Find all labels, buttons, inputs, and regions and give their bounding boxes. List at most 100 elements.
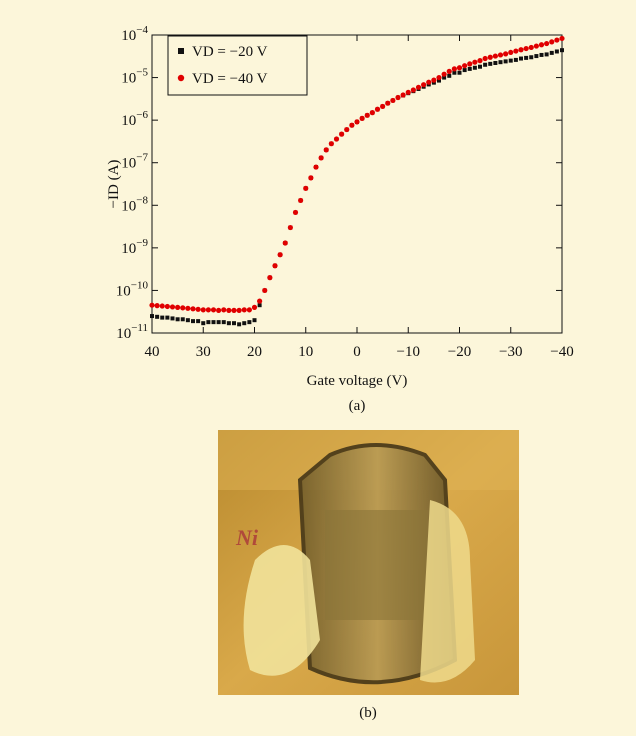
data-point (508, 58, 513, 63)
data-point (462, 63, 468, 69)
data-point (201, 321, 206, 326)
legend-label: VD = −40 V (192, 71, 268, 87)
data-point (200, 307, 206, 313)
data-point (154, 303, 160, 309)
y-tick-exponent: −6 (136, 109, 148, 121)
data-point (467, 66, 472, 71)
data-point (175, 317, 180, 322)
data-point (155, 314, 160, 319)
data-point (226, 321, 231, 326)
data-point (369, 110, 375, 116)
data-point (339, 131, 345, 137)
data-point (232, 321, 236, 326)
data-point (160, 315, 165, 320)
data-point (437, 78, 441, 83)
y-tick-exponent: −11 (131, 322, 148, 334)
data-point (497, 52, 504, 58)
x-tick-label: 10 (298, 344, 313, 360)
data-point (185, 305, 191, 311)
y-tick-base: 10 (116, 283, 131, 299)
data-point (190, 306, 196, 312)
data-point (323, 147, 329, 153)
data-point (221, 320, 226, 325)
data-point (451, 66, 457, 72)
x-tick-label: 20 (247, 344, 262, 360)
data-point (513, 57, 518, 62)
data-point (298, 197, 304, 204)
x-tick-label: −10 (397, 344, 420, 360)
y-tick-label: 10−7 (121, 152, 148, 172)
y-tick-base: 10 (121, 241, 136, 257)
data-point (282, 240, 288, 246)
caption-a: (a) (349, 398, 366, 414)
photo: Ni (218, 430, 519, 695)
data-point (410, 87, 416, 93)
x-tick-label: −20 (448, 344, 471, 360)
data-point (252, 318, 257, 323)
x-tick-label: −30 (499, 344, 522, 360)
data-point (457, 70, 462, 75)
data-point (477, 58, 483, 64)
data-point (467, 61, 473, 67)
data-point (333, 136, 340, 142)
data-point (446, 68, 452, 74)
data-point (528, 44, 534, 51)
data-point (442, 75, 447, 80)
data-point (538, 42, 545, 48)
y-tick-base: 10 (121, 28, 136, 44)
data-point (462, 68, 467, 73)
data-point (518, 47, 524, 53)
data-point (441, 71, 447, 77)
y-tick-label: 10−6 (121, 109, 148, 129)
photo-logo: Ni (235, 525, 259, 550)
legend-label: VD = −20 V (192, 44, 268, 60)
data-point (529, 55, 534, 60)
data-point (257, 303, 262, 308)
data-point (185, 318, 190, 323)
data-point (405, 89, 411, 95)
data-point (205, 307, 211, 313)
data-point (303, 185, 309, 191)
data-point (544, 40, 550, 47)
data-point (508, 49, 514, 56)
data-point (262, 287, 268, 294)
y-tick-base: 10 (116, 326, 131, 342)
data-point (488, 61, 493, 66)
x-tick-label: −40 (550, 344, 573, 360)
x-tick-label: 40 (145, 344, 160, 360)
y-tick-label: 10−5 (121, 67, 148, 87)
data-point (349, 122, 355, 128)
data-point (554, 49, 559, 54)
y-tick-exponent: −4 (136, 24, 148, 36)
data-point (395, 94, 401, 101)
data-point (175, 304, 181, 310)
legend-box (167, 35, 308, 96)
data-point (493, 60, 498, 65)
y-tick-exponent: −9 (136, 237, 148, 249)
y-tick-base: 10 (121, 113, 136, 129)
data-point (549, 50, 554, 55)
data-point (524, 55, 529, 60)
data-point (513, 48, 519, 54)
data-point (216, 307, 222, 313)
data-point (472, 59, 478, 65)
data-point (421, 82, 427, 88)
data-point (216, 320, 221, 325)
data-point (195, 306, 201, 312)
data-point (519, 56, 523, 61)
data-point (523, 45, 529, 52)
data-point (313, 164, 319, 170)
data-point (344, 126, 350, 133)
x-tick-label: 30 (196, 344, 211, 360)
data-point (426, 79, 432, 85)
data-point (267, 275, 273, 281)
y-tick-base: 10 (121, 198, 136, 214)
data-point (487, 54, 493, 60)
data-point (247, 320, 252, 325)
y-tick-label: 10−9 (121, 237, 148, 257)
data-point (560, 48, 564, 53)
data-point (436, 74, 442, 81)
data-point (559, 35, 565, 42)
data-point (544, 52, 549, 57)
data-point (385, 100, 391, 106)
